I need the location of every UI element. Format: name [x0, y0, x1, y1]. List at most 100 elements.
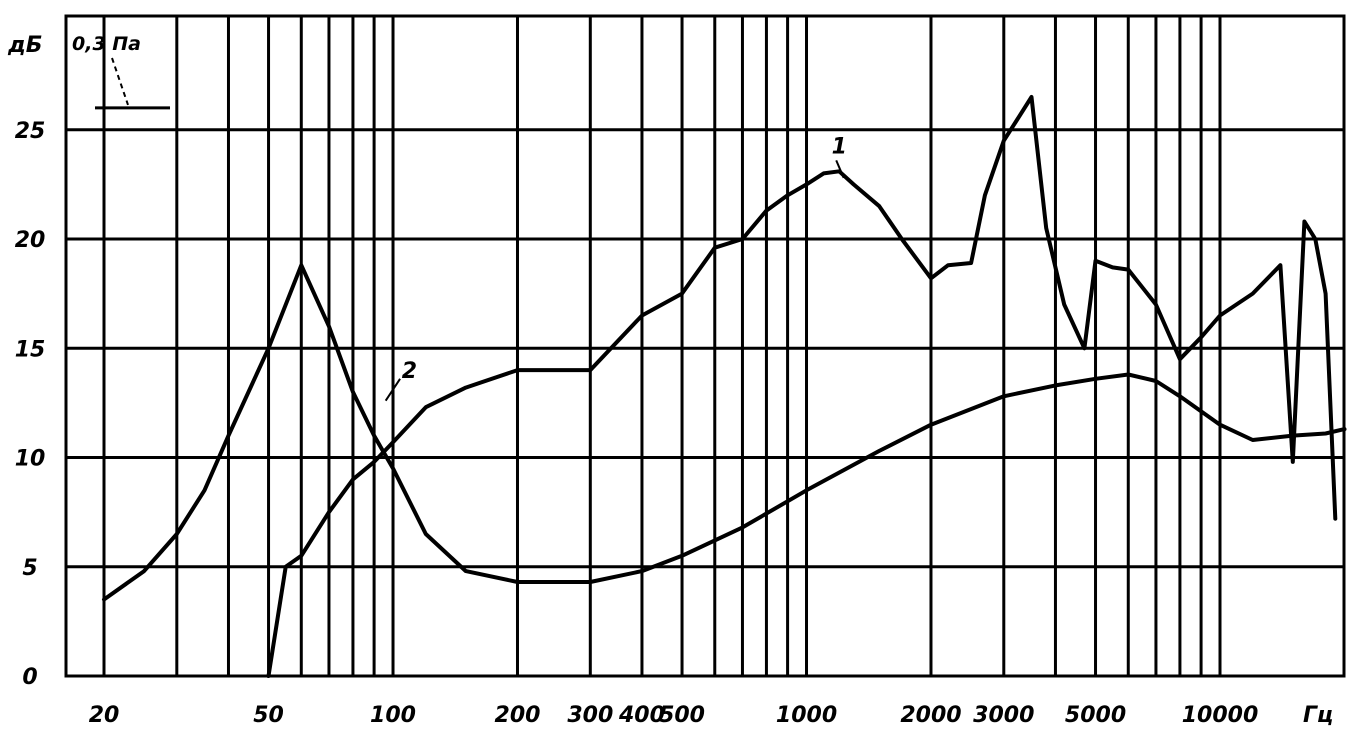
- y-tick-label: 20: [15, 228, 46, 253]
- y-tick-label: 25: [15, 119, 46, 144]
- x-tick-label: 1000: [776, 703, 837, 728]
- y-tick-label: 10: [15, 447, 46, 472]
- series-1-point: [465, 386, 467, 389]
- series-1-point: [947, 264, 949, 267]
- series-1-point: [713, 246, 716, 249]
- series-2-point: [267, 347, 270, 350]
- series-2-point: [878, 450, 881, 452]
- series-1-point: [765, 209, 768, 212]
- series-2-point: [143, 570, 145, 572]
- x-tick-label: 50: [253, 703, 284, 728]
- series-1-point: [424, 406, 427, 409]
- series-1-point: [392, 441, 394, 444]
- series-1-point: [1219, 314, 1221, 317]
- series-1-point: [984, 194, 986, 197]
- series-2-label: 2: [402, 359, 417, 384]
- x-tick-label: 300: [567, 703, 613, 728]
- series-1-point: [284, 565, 287, 568]
- series-2-point: [373, 434, 375, 437]
- series-1-point: [1303, 220, 1306, 223]
- series-1-point: [1314, 238, 1317, 240]
- series-1-point: [267, 675, 270, 677]
- series-1-point: [589, 369, 592, 371]
- series-2-point: [1219, 423, 1221, 426]
- series-1-leader: [835, 159, 845, 179]
- series-1-point: [1179, 358, 1181, 360]
- series-2-point: [300, 264, 303, 267]
- series-2-point: [681, 555, 683, 557]
- series-1-point: [1292, 461, 1294, 463]
- series-1-point: [878, 205, 881, 208]
- series-2-point: [1127, 373, 1130, 376]
- series-2-point: [1343, 428, 1346, 430]
- series-2-point: [352, 391, 354, 393]
- series-2-point: [641, 570, 643, 572]
- series-1-point: [1334, 517, 1337, 520]
- x-tick-label: 20: [89, 703, 120, 728]
- reference-leader-line: [111, 57, 129, 106]
- x-tick-label: 3000: [973, 703, 1034, 728]
- series-1-point: [1279, 264, 1282, 267]
- chart-grid: [64, 14, 1346, 678]
- x-tick-label: 400: [618, 703, 665, 728]
- series-2-point: [1054, 384, 1057, 387]
- series-1-point: [1127, 268, 1130, 271]
- series-1-point: [1251, 292, 1254, 295]
- series-2-point: [741, 526, 744, 529]
- series-2-point: [392, 467, 394, 470]
- series-1-point: [1030, 96, 1033, 98]
- series-1-point: [852, 183, 855, 186]
- reference-level-label: 0,3 Па: [72, 33, 141, 55]
- series-2-point: [103, 598, 105, 601]
- series-1-point: [1111, 266, 1114, 269]
- x-tick-label: 5000: [1065, 703, 1126, 728]
- series-2-point: [589, 581, 592, 583]
- series-1-line: [266, 95, 1338, 678]
- series-2-point: [1179, 395, 1181, 398]
- x-tick-label: 500: [659, 703, 705, 728]
- x-tick-label: 2000: [900, 703, 961, 728]
- series-1-point: [741, 238, 744, 240]
- series-2-point: [227, 434, 230, 437]
- series-1-point: [1094, 260, 1097, 262]
- series-1-label: 1: [832, 135, 847, 160]
- series-1-point: [352, 478, 354, 481]
- plot-frame: [64, 14, 1346, 678]
- series-1-point: [1063, 303, 1066, 306]
- series-2-point: [1002, 395, 1005, 398]
- series-2-point: [1324, 432, 1327, 435]
- x-axis-label: Гц: [1303, 703, 1333, 728]
- x-tick-label: 100: [370, 703, 416, 728]
- x-tick-label: 10000: [1182, 703, 1259, 728]
- y-tick-label: 0: [22, 665, 37, 690]
- series-1-point: [516, 369, 519, 371]
- series-2-point: [176, 533, 178, 535]
- series-1-point: [1002, 139, 1005, 142]
- series-2-point: [1094, 378, 1097, 380]
- series-1-point: [786, 194, 789, 197]
- series-1-point: [900, 238, 903, 240]
- chart-series: [102, 95, 1347, 678]
- series-1-point: [1045, 227, 1048, 229]
- series-1-point: [373, 461, 375, 463]
- series-1-point: [328, 511, 330, 513]
- series-1-point: [300, 555, 303, 557]
- series-2-point: [1251, 439, 1254, 441]
- series-1-point: [822, 172, 825, 175]
- series-1-point: [805, 183, 808, 186]
- series-1-point: [1083, 347, 1086, 350]
- series-2-point: [1292, 434, 1294, 437]
- series-2-point: [805, 489, 808, 492]
- series-2-point: [1155, 380, 1157, 382]
- x-tick-label: 200: [495, 703, 541, 728]
- series-1-point: [681, 292, 683, 295]
- series-1-point: [970, 262, 972, 264]
- series-2-point: [328, 325, 330, 328]
- y-tick-label: 5: [22, 556, 37, 581]
- series-1-point: [1200, 336, 1202, 339]
- series-2-point: [930, 423, 932, 426]
- series-1-point: [641, 314, 643, 317]
- series-2-line: [102, 263, 1347, 602]
